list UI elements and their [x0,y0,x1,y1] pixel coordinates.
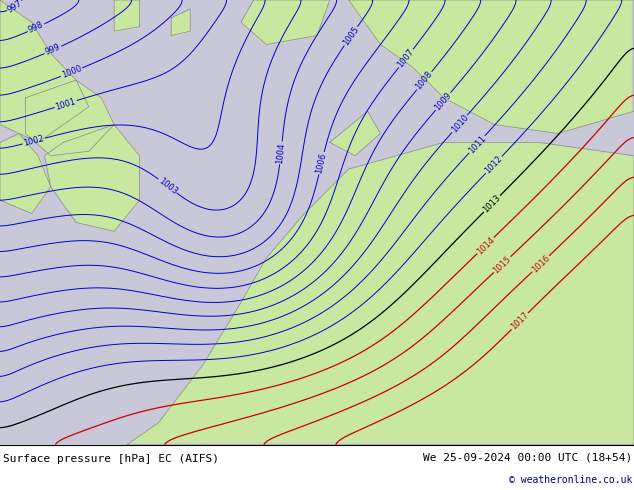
Text: Surface pressure [hPa] EC (AIFS): Surface pressure [hPa] EC (AIFS) [3,454,219,465]
Text: 998: 998 [27,21,45,35]
Text: © weatheronline.co.uk: © weatheronline.co.uk [509,475,633,485]
Text: We 25-09-2024 00:00 UTC (18+54): We 25-09-2024 00:00 UTC (18+54) [424,453,633,463]
Text: 1013: 1013 [481,193,503,215]
Text: 999: 999 [44,43,62,57]
Text: 1006: 1006 [314,152,328,174]
Text: 1016: 1016 [530,253,552,274]
Text: 1017: 1017 [509,311,531,332]
Text: 1001: 1001 [55,97,77,111]
Text: 1010: 1010 [450,113,470,135]
Text: 1015: 1015 [491,254,513,275]
Text: 1011: 1011 [467,133,488,155]
Text: 1005: 1005 [341,25,361,47]
Text: 1002: 1002 [23,134,45,148]
Text: 1007: 1007 [396,48,416,70]
Text: 1009: 1009 [433,91,453,112]
Text: 1003: 1003 [157,176,179,196]
Text: 1012: 1012 [483,154,504,175]
Text: 1000: 1000 [60,64,83,80]
Text: 997: 997 [6,0,24,15]
Text: 1004: 1004 [275,142,287,164]
Text: 1014: 1014 [475,235,496,256]
Text: 1008: 1008 [414,70,434,92]
